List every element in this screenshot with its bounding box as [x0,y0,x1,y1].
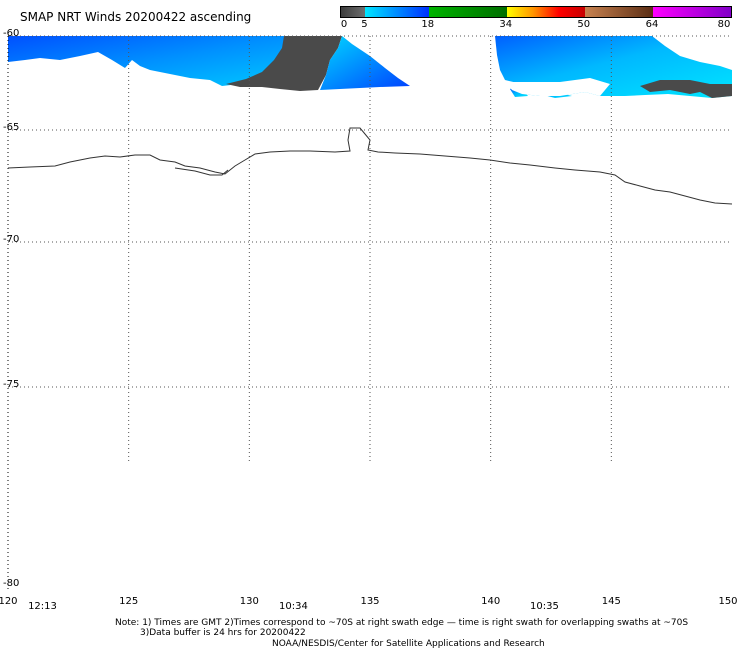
longitude-label: 135 [360,596,380,607]
longitude-label: 145 [601,596,621,607]
latitude-label: -60 [3,28,20,39]
footnote-line-2: 3)Data buffer is 24 hrs for 20200422 [140,628,306,638]
colorbar-tick-label: 34 [499,19,513,30]
wind-swath-middle [320,36,410,90]
colorbar-tick-label: 5 [361,19,368,30]
latitude-label: -80 [3,578,20,589]
wind-speed-colorbar [340,6,732,18]
swath-time-label: 10:35 [530,601,559,612]
longitude-label: 120 [0,596,18,607]
latitude-label: -65 [3,122,20,133]
colorbar-tick-label: 80 [717,19,731,30]
swath-time-label: 12:13 [28,601,57,612]
swath-time-label: 10:34 [279,601,308,612]
no-data-gap-east [505,78,610,96]
colorbar-tick-label: 50 [577,19,591,30]
colorbar-segment [341,7,366,17]
colorbar-segment [584,7,653,17]
lat-lon-grid [8,35,732,462]
colorbar-segment [506,7,585,17]
latitude-label: -75 [3,379,20,390]
colorbar-tick-label: 0 [340,19,348,30]
latitude-label: -70 [3,234,20,245]
plot-title: SMAP NRT Winds 20200422 ascending [20,10,252,24]
antarctic-coastline [7,127,733,205]
longitude-label: 150 [718,596,738,607]
longitude-label: 125 [119,596,139,607]
calm-region-east [640,80,732,98]
wind-swath-west [8,36,292,86]
colorbar-tick-label: 64 [645,19,659,30]
colorbar-segment [653,7,731,17]
longitude-label: 130 [239,596,259,607]
credit-line: NOAA/NESDIS/Center for Satellite Applica… [272,639,545,649]
colorbar-segment [365,7,429,17]
calm-region-west [226,36,342,91]
colorbar-tick-label: 18 [421,19,435,30]
longitude-label: 140 [481,596,501,607]
colorbar-segment [428,7,507,17]
footnote-line-1: Note: 1) Times are GMT 2)Times correspon… [115,618,689,628]
coastline-inlet [174,167,229,176]
